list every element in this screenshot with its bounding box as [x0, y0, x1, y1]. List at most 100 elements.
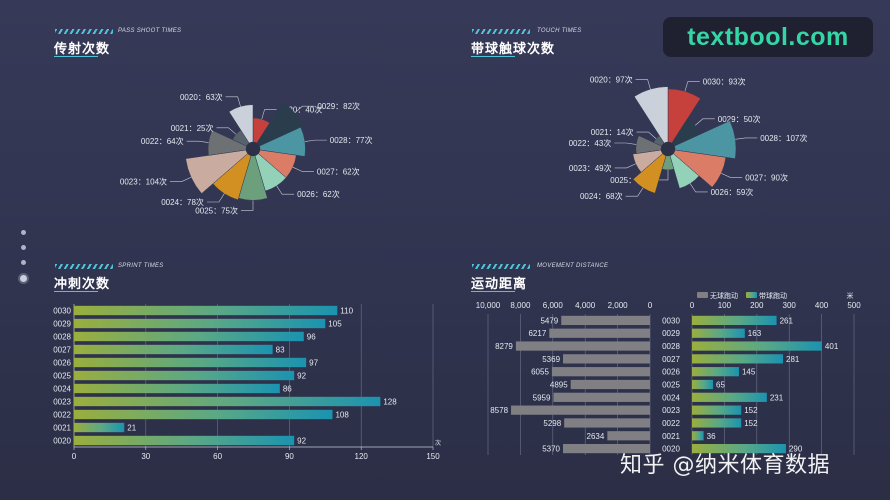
category-label: 0025 — [53, 372, 71, 381]
category-label: 0022 — [53, 411, 71, 420]
legend-swatch-with-ball — [746, 292, 757, 298]
bar-0023 — [74, 396, 381, 407]
value-label: 105 — [328, 320, 342, 329]
value-label-with-ball: 290 — [789, 445, 803, 454]
bar-0030 — [74, 305, 338, 316]
rose-label-0021: 0021：14次 — [591, 127, 634, 137]
category-label: 0026 — [53, 359, 71, 368]
bar-with-ball-0030 — [692, 315, 777, 326]
rose-leader-line — [304, 139, 327, 142]
bar-0025 — [74, 370, 295, 381]
category-label: 0023 — [53, 398, 71, 407]
page-nav-dots — [20, 230, 28, 292]
value-label-no-ball: 4895 — [550, 381, 568, 390]
rose-leader-line — [261, 109, 277, 120]
value-label-no-ball: 2634 — [587, 432, 605, 441]
rose-label-0022: 0022：64次 — [141, 136, 184, 146]
bar-no-ball-0022 — [564, 418, 650, 428]
rose-leader-line — [636, 131, 657, 139]
bar-with-ball-0025 — [692, 379, 714, 390]
nav-dot-active[interactable] — [20, 275, 27, 282]
bar-with-ball-0023 — [692, 405, 742, 415]
value-label-with-ball: 261 — [780, 316, 794, 325]
bar-with-ball-0029 — [692, 328, 745, 338]
rose-leader-line — [292, 166, 314, 172]
value-label-with-ball: 163 — [748, 329, 762, 338]
category-label: 0030 — [662, 316, 680, 325]
bar-no-ball-0021 — [607, 431, 650, 441]
rose-label-0020: 0020：97次 — [590, 75, 633, 85]
rose-label-0021: 0021：25次 — [171, 123, 214, 133]
value-label-with-ball: 152 — [744, 406, 758, 415]
rose-label-0024: 0024：78次 — [161, 197, 204, 207]
rose-label-0020: 0020：63次 — [180, 92, 223, 102]
value-label: 21 — [127, 424, 136, 433]
rose-label-0023: 0023：49次 — [569, 163, 612, 173]
bar-0027 — [74, 344, 273, 355]
category-label: 0020 — [53, 437, 71, 446]
x-tick-label: 150 — [426, 452, 440, 461]
nav-dot[interactable] — [21, 245, 26, 250]
rose-leader-line — [735, 137, 758, 140]
rose-label-0027: 0027：90次 — [745, 172, 788, 182]
category-label: 0029 — [662, 329, 680, 338]
panel-distance: MOVEMENT DISTANCE 运动距离 10,000 8,000 6,000 4… — [445, 250, 890, 500]
panel-pass-shoot: PASS SHOOT TIMES 传射次数 0030：40次 0029：82次 00… — [0, 0, 445, 250]
bar-chart-distance: 10,000 8,000 6,000 4,000 2,000 0 0 100 200 300 400… — [476, 291, 861, 455]
value-label: 92 — [297, 372, 306, 381]
bar-0029 — [74, 318, 326, 329]
title-underline — [54, 56, 98, 57]
rose-leader-line — [225, 96, 241, 107]
rose-leader-line — [614, 163, 636, 169]
legend-swatch-no-ball — [697, 292, 708, 298]
rose-label-0026: 0026：62次 — [297, 189, 340, 199]
panel-title: 运动距离 — [471, 276, 528, 291]
panel-touch: TOUCH TIMES 带球触球次数 0030：93次 0029：50次 0028：… — [445, 0, 890, 250]
category-label: 0028 — [662, 342, 680, 351]
bar-no-ball-0029 — [549, 328, 650, 338]
title-underline — [471, 56, 515, 57]
category-label: 0027 — [53, 346, 71, 355]
panel-title: 带球触球次数 — [471, 41, 556, 56]
x-tick-label: 90 — [285, 452, 294, 461]
nav-dot[interactable] — [21, 260, 26, 265]
rose-label-0030: 0030：40次 — [280, 105, 323, 115]
x-tick-label: 0 — [72, 452, 77, 461]
value-label-no-ball: 8279 — [495, 342, 513, 351]
rose-leader-line — [656, 169, 669, 181]
title-decoration — [472, 264, 530, 269]
title-underline — [471, 291, 515, 292]
category-label: 0028 — [53, 333, 71, 342]
value-label-no-ball: 6055 — [531, 368, 549, 377]
title-underline — [54, 291, 98, 292]
title-decoration — [55, 29, 113, 34]
value-label-with-ball: 152 — [744, 419, 758, 428]
x-tick-label-left: 6,000 — [543, 301, 564, 310]
rose-label-0026: 0026：59次 — [711, 187, 754, 197]
rose-leader-line — [170, 176, 192, 182]
category-label: 0025 — [662, 381, 680, 390]
rose-leader-line — [625, 187, 644, 197]
rose-label-0027: 0027：62次 — [317, 166, 360, 176]
panel-title: 传射次数 — [54, 41, 111, 56]
watermark-badge: textbool.com — [663, 17, 873, 57]
x-tick-label: 60 — [213, 452, 222, 461]
rose-leader-line — [695, 118, 715, 126]
panel-sprint: SPRINT TIMES 冲刺次数 0 30 60 90 120 150 次 0030 110 0… — [0, 250, 445, 500]
category-label: 0029 — [53, 320, 71, 329]
bar-0024 — [74, 383, 280, 394]
value-label: 110 — [340, 307, 353, 316]
x-tick-label-left: 8,000 — [510, 301, 531, 310]
bar-with-ball-0027 — [692, 354, 784, 364]
x-tick-label: 120 — [355, 452, 369, 461]
x-axis-unit: 米 — [847, 291, 854, 300]
bar-no-ball-0023 — [511, 405, 650, 415]
nav-dot[interactable] — [21, 230, 26, 235]
rose-label-0024: 0024：68次 — [580, 191, 623, 201]
value-label: 108 — [335, 411, 349, 420]
value-label-with-ball: 36 — [707, 432, 716, 441]
rose-label-0029: 0029：82次 — [317, 101, 360, 111]
bar-0028 — [74, 331, 304, 342]
bar-no-ball-0027 — [563, 354, 650, 364]
